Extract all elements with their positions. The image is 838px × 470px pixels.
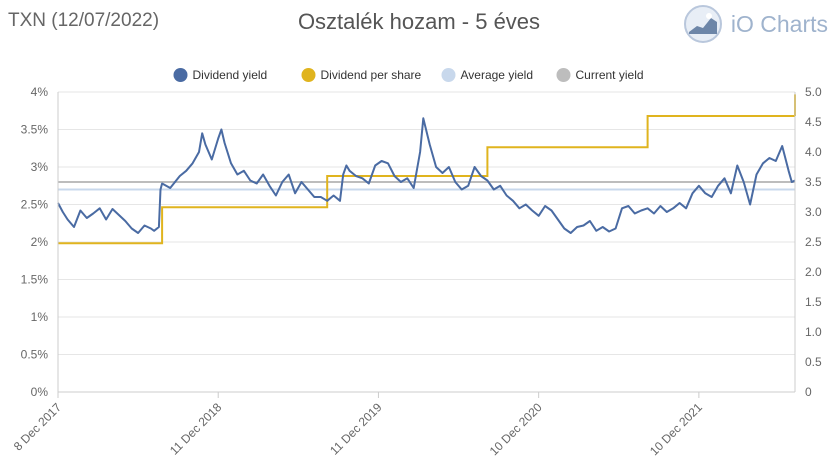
y-left-tick-label: 2% (31, 235, 49, 249)
legend-current-yield-label: Current yield (576, 68, 644, 82)
y-left-tick-label: 3.5% (21, 123, 49, 137)
y-left-tick-label: 4% (31, 85, 49, 99)
brand-logo-icon (683, 5, 722, 43)
legend-dividend-per-share-label: Dividend per share (321, 68, 422, 82)
grid-lines (58, 91, 795, 393)
y-right-tick-label: 1.5 (805, 295, 822, 309)
legend-dividend-yield[interactable]: Dividend yield (173, 68, 268, 82)
y-left-tick-label: 1% (31, 310, 49, 324)
dividend-per-share-line (58, 115, 795, 245)
x-tick-label: 10 Dec 2020 (487, 400, 545, 458)
y-left-tick-label: 3% (31, 160, 49, 174)
brand[interactable]: iO Charts (683, 4, 828, 44)
x-tick-label: 10 Dec 2021 (647, 400, 705, 458)
legend-dividend-yield-marker (173, 68, 188, 82)
y-right-tick-label: 4.0 (805, 145, 822, 159)
brand-name: iO Charts (730, 10, 828, 37)
y-right-tick-label: 0 (805, 385, 812, 399)
y-right-tick-label: 5.0 (805, 85, 822, 99)
legend-current-yield[interactable]: Current yield (556, 68, 644, 82)
legend-dividend-per-share-marker (301, 68, 316, 82)
axes: 0% 0.5% 1% 1.5% 2% 2.5% 3% 3.5% 4% 0 0.5 1.0 1.5 2.0 2… (11, 85, 822, 458)
dividend-yield-line (57, 117, 796, 234)
legend-dividend-per-share[interactable]: Dividend per share (301, 68, 422, 82)
reference-lines (58, 181, 795, 191)
x-tick-label: 11 Dec 2018 (167, 400, 225, 458)
y-right-tick-label: 2.5 (805, 235, 822, 249)
legend-average-yield-label: Average yield (461, 68, 534, 82)
y-right-tick-label: 4.5 (805, 115, 822, 129)
y-left-tick-label: 0.5% (21, 348, 49, 362)
chart-title: Osztalék hozam - 5 éves (297, 9, 541, 34)
y-right-tick-label: 0.5 (805, 355, 822, 369)
x-tick-label: 11 Dec 2019 (327, 400, 385, 458)
y-right-tick-label: 3.5 (805, 175, 822, 189)
y-left-tick-label: 0% (31, 385, 49, 399)
y-right-tick-label: 2.0 (805, 265, 822, 279)
ticker-label: TXN (12/07/2022) (8, 10, 160, 31)
legend-average-yield-marker (441, 68, 456, 82)
y-right-tick-label: 1.0 (805, 325, 822, 339)
legend-current-yield-marker (556, 68, 571, 82)
legend-dividend-yield-label: Dividend yield (193, 68, 268, 82)
legend[interactable]: Dividend yield Dividend per share Average … (173, 68, 644, 82)
legend-average-yield[interactable]: Average yield (441, 68, 534, 82)
y-left-tick-label: 2.5% (21, 198, 49, 212)
x-tick-label: 8 Dec 2017 (11, 400, 65, 454)
y-right-tick-label: 3.0 (805, 205, 822, 219)
y-left-tick-label: 1.5% (21, 273, 49, 287)
series-group (57, 94, 796, 245)
